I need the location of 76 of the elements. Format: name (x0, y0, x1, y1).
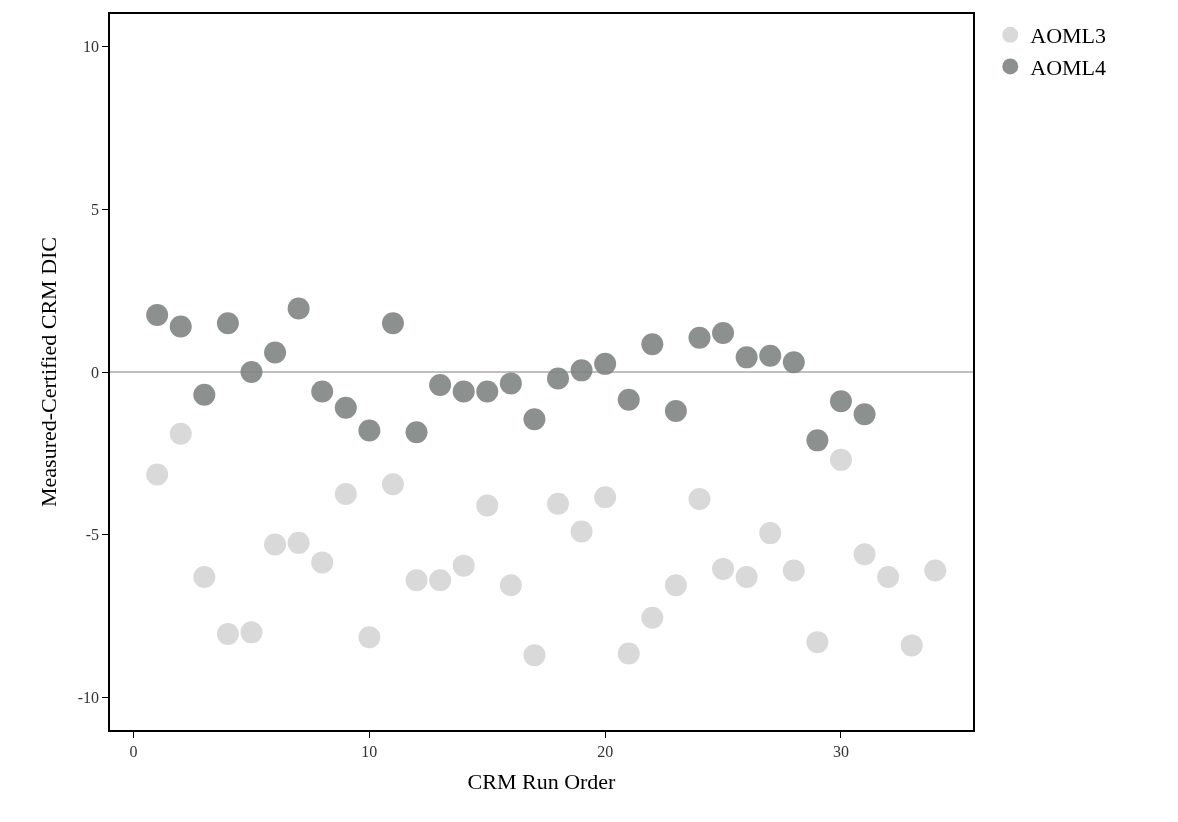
point (264, 341, 287, 364)
point (877, 566, 900, 589)
point (216, 622, 239, 645)
point (782, 351, 805, 374)
x-tick-label: 10 (361, 742, 378, 760)
point (806, 429, 829, 452)
point (829, 448, 852, 471)
point (169, 315, 192, 338)
point (287, 531, 310, 554)
point (523, 408, 546, 431)
point (900, 634, 923, 657)
y-tick-label: -5 (85, 526, 100, 544)
point (853, 543, 876, 566)
point (782, 559, 805, 582)
point (829, 390, 852, 413)
point (688, 487, 711, 510)
point (405, 421, 428, 444)
point (452, 554, 475, 577)
point (240, 621, 263, 644)
point (641, 333, 664, 356)
point (311, 380, 334, 403)
point (664, 574, 687, 597)
point (924, 559, 947, 582)
point (806, 631, 829, 654)
point (617, 388, 640, 411)
point (381, 312, 404, 335)
point (853, 403, 876, 426)
point (429, 374, 452, 397)
point (617, 642, 640, 665)
point (735, 346, 758, 369)
point (452, 380, 475, 403)
point (358, 626, 381, 649)
x-tick-label: 20 (597, 742, 614, 760)
point (146, 304, 169, 327)
legend-label: AOML3 (1030, 23, 1107, 49)
point (476, 380, 499, 403)
point (664, 400, 687, 423)
point (688, 326, 711, 349)
point (193, 566, 216, 589)
point (476, 494, 499, 517)
point (287, 297, 310, 320)
point (547, 492, 570, 515)
point (334, 396, 357, 419)
legend-label: AOML4 (1030, 54, 1107, 80)
point (594, 486, 617, 509)
point (594, 352, 617, 375)
point (499, 574, 522, 597)
x-axis-title: CRM Run Order (467, 769, 617, 795)
point (334, 483, 357, 506)
point (358, 419, 381, 442)
point (570, 520, 593, 543)
y-tick-label: 5 (91, 200, 100, 218)
point (547, 367, 570, 390)
point (712, 557, 735, 580)
point (499, 372, 522, 395)
point (193, 383, 216, 406)
point (169, 422, 192, 445)
y-tick-label: 10 (83, 38, 100, 56)
point (405, 569, 428, 592)
point (264, 533, 287, 556)
point (759, 344, 782, 367)
point (146, 463, 169, 486)
y-tick-label: -10 (77, 689, 100, 707)
y-axis-title: Measured-Certified CRM DIC (36, 236, 62, 508)
x-tick-label: 0 (129, 742, 138, 760)
point (759, 522, 782, 545)
point (523, 644, 546, 667)
x-tick-label: 30 (832, 742, 849, 760)
point (216, 312, 239, 335)
point (641, 606, 664, 629)
point (381, 473, 404, 496)
y-tick-label: 0 (91, 363, 100, 381)
point (735, 566, 758, 589)
point (429, 569, 452, 592)
point (311, 551, 334, 574)
point (712, 321, 735, 344)
